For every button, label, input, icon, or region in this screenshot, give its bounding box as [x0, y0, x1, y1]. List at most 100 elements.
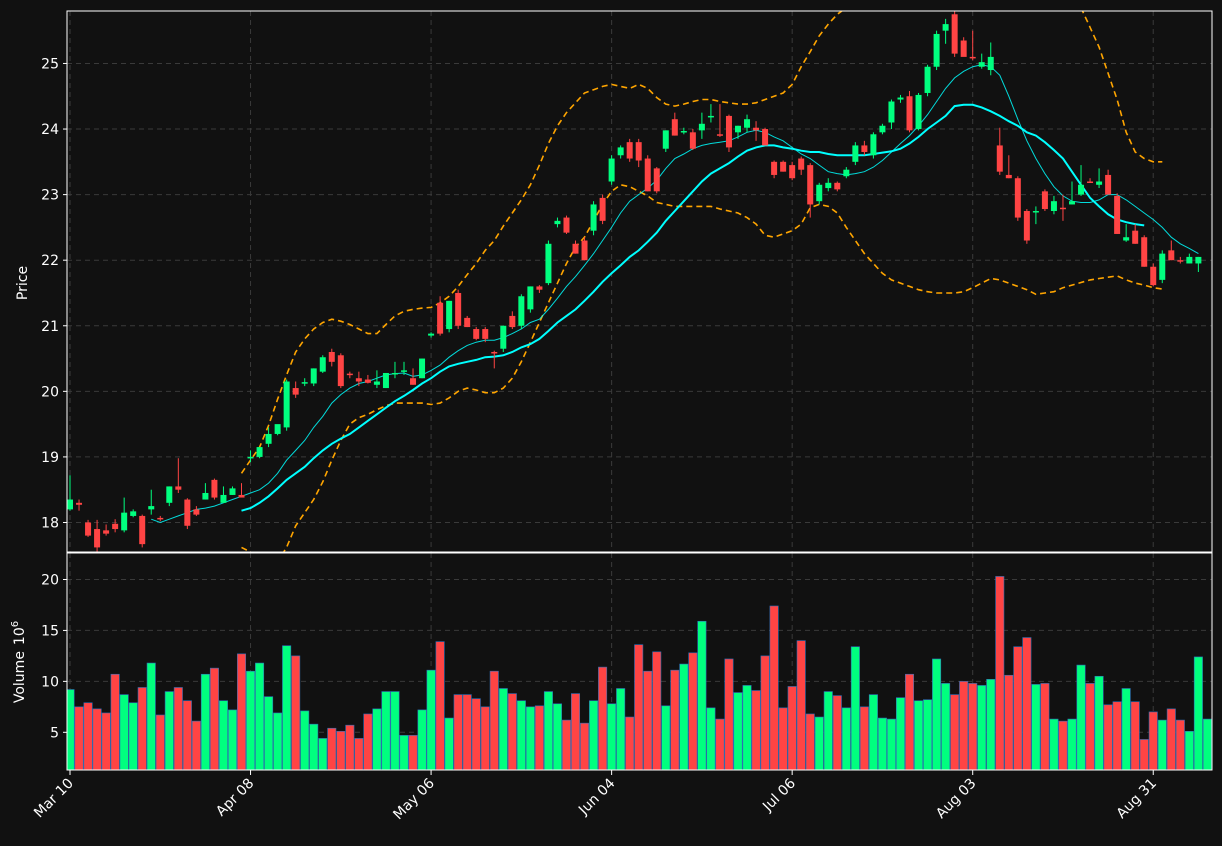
bollinger-lower-band — [241, 183, 1163, 552]
candle-body — [834, 182, 841, 190]
volume-bar — [318, 738, 328, 770]
price-ytick-label: 22 — [41, 253, 59, 269]
volume-bar — [751, 690, 761, 770]
volume-bar — [561, 719, 571, 770]
price-ytick-label: 19 — [41, 450, 59, 466]
candle-body — [175, 486, 182, 490]
candle-body — [1123, 237, 1130, 241]
candle-body — [265, 433, 272, 444]
candle-body — [563, 217, 570, 233]
candle-body — [897, 97, 904, 100]
candle-body — [428, 333, 435, 336]
volume-bar — [363, 713, 373, 770]
volume-bar — [237, 653, 247, 770]
candle-body — [581, 240, 588, 261]
candle-body — [662, 130, 669, 149]
volume-bar — [832, 695, 842, 770]
volume-bar — [950, 694, 960, 770]
candle-body — [1141, 237, 1148, 267]
candle-body — [861, 145, 868, 152]
candle-body — [915, 94, 922, 130]
volume-bar — [381, 691, 391, 770]
volume-bar — [300, 710, 310, 770]
volume-bar — [724, 658, 734, 770]
candle-body — [1132, 230, 1139, 244]
candle-body — [942, 24, 949, 31]
volume-bar — [218, 700, 228, 770]
candle-body — [1078, 184, 1085, 195]
candle-body — [464, 317, 471, 328]
candle-body — [229, 488, 236, 495]
candle-body — [1195, 256, 1202, 264]
candle-body — [644, 158, 651, 192]
candle-body — [1059, 207, 1066, 210]
candle-body — [1032, 211, 1039, 213]
volume-bar — [435, 641, 445, 770]
volume-bar — [787, 686, 797, 770]
volume-bar — [1121, 688, 1131, 770]
volume-panel-border — [66, 552, 1213, 771]
candle-body — [807, 165, 814, 205]
candle-body — [1186, 256, 1193, 264]
volume-bar — [489, 670, 499, 770]
volume-bar — [670, 669, 680, 770]
volume-bar — [498, 688, 508, 770]
volume-bar — [209, 667, 219, 770]
candle-body — [825, 182, 832, 189]
candle-body — [734, 125, 741, 133]
candle-body — [509, 315, 516, 328]
volume-bar — [83, 702, 93, 770]
candle-body — [843, 169, 850, 177]
candle-body — [112, 523, 119, 530]
candle-body — [220, 494, 227, 503]
candle-body — [274, 424, 281, 434]
candle-body — [121, 512, 128, 531]
candle-body — [888, 101, 895, 123]
candle-body — [166, 486, 173, 503]
candle-body — [184, 499, 191, 526]
candle-body — [518, 296, 525, 326]
bollinger-upper-band — [240, 11, 844, 474]
volume-bar — [182, 700, 192, 770]
candle-body — [76, 502, 83, 505]
candle-body — [1050, 201, 1057, 212]
volume-bar — [697, 620, 707, 770]
volume-bar — [327, 727, 337, 770]
volume-bar — [471, 698, 481, 770]
volume-panel: 5 10 15 20 — [41, 552, 1213, 771]
volume-bar — [796, 640, 806, 770]
volume-bar — [679, 663, 689, 770]
volume-bar — [995, 576, 1005, 770]
candle-body — [1105, 174, 1112, 195]
price-ytick-label: 23 — [41, 188, 59, 204]
volume-bar — [1040, 683, 1050, 770]
volume-bar — [1175, 719, 1185, 770]
volume-bar — [1202, 718, 1212, 770]
volume-bar — [742, 685, 752, 770]
volume-axis-label-exponent: 6 — [10, 621, 21, 627]
volume-bar — [1139, 739, 1149, 770]
volume-bar — [128, 702, 138, 770]
volume-bar — [805, 713, 815, 770]
candle-body — [373, 381, 380, 385]
candle-body — [157, 517, 164, 520]
candle-body — [590, 204, 597, 231]
candle-body — [292, 388, 299, 395]
candle-body — [626, 142, 633, 159]
candle-body — [689, 132, 696, 149]
volume-axis-label-base: 10 — [12, 627, 28, 645]
volume-bar — [625, 716, 635, 770]
volume-bar — [1013, 646, 1023, 770]
candle-body — [1159, 253, 1166, 280]
volume-bar — [399, 735, 409, 770]
candle-body — [969, 56, 976, 59]
price-ytick-label: 18 — [41, 515, 59, 531]
volume-bar — [923, 699, 933, 770]
candle-body — [1096, 181, 1103, 185]
price-ytick-label: 21 — [41, 319, 59, 335]
volume-bar — [1076, 664, 1086, 770]
price-ytick-label: 24 — [41, 122, 59, 138]
candle-body — [382, 372, 389, 389]
volume-bar — [823, 691, 833, 770]
